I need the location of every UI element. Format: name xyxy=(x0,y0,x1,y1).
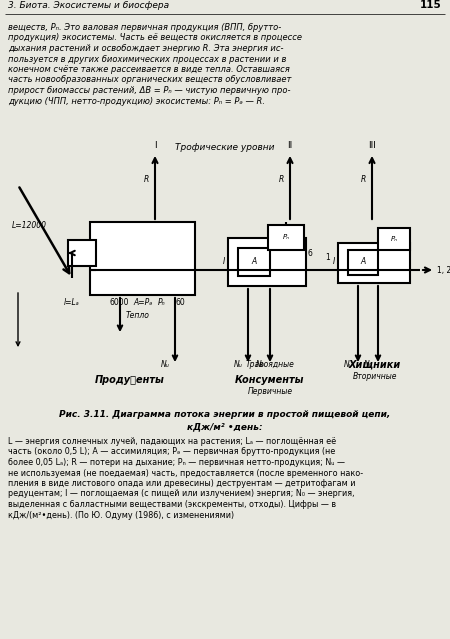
Text: A: A xyxy=(360,258,365,266)
Text: кДж/(м²•день). (По Ю. Одуму (1986), с изменениями): кДж/(м²•день). (По Ю. Одуму (1986), с из… xyxy=(8,511,234,520)
Text: R: R xyxy=(361,176,366,185)
Text: 3. Биота. Экосистемы и биосфера: 3. Биота. Экосистемы и биосфера xyxy=(8,1,169,10)
Text: R: R xyxy=(279,176,284,185)
Text: R: R xyxy=(144,176,149,185)
Text: Травоядные: Травоядные xyxy=(246,360,294,369)
Text: более 0,05 Lₐ); R — потери на дыхание; Pₙ — первичная нетто-продукция; Nᵤ —: более 0,05 Lₐ); R — потери на дыхание; P… xyxy=(8,458,345,467)
Text: Первичные: Первичные xyxy=(248,387,292,396)
Text: Консументы: Консументы xyxy=(235,375,305,385)
Bar xyxy=(68,240,96,266)
Bar xyxy=(228,238,306,286)
Text: веществ, Рₙ. Это валовая первичная продукция (ВПП, брутто-: веществ, Рₙ. Это валовая первичная проду… xyxy=(8,23,281,32)
Text: N₀: N₀ xyxy=(364,360,373,369)
Text: Продуॎенты: Продуॎенты xyxy=(95,375,165,385)
Text: 60: 60 xyxy=(176,298,186,307)
Text: 6: 6 xyxy=(308,249,313,258)
Text: Трофические уровни: Трофические уровни xyxy=(175,143,275,152)
Bar xyxy=(348,250,378,275)
Text: часть новообразованных органических веществ обусловливает: часть новообразованных органических веще… xyxy=(8,75,292,84)
Text: редуцентам; I — поглощаемая (с пищей или излучением) энергия; N₀ — энергия,: редуцентам; I — поглощаемая (с пищей или… xyxy=(8,489,355,498)
Text: пользуется в других биохимических процессах в растении и в: пользуется в других биохимических процес… xyxy=(8,54,286,63)
Text: Pₙ: Pₙ xyxy=(158,298,166,307)
Text: дыхания растений и освобождает энергию R. Эта энергия ис-: дыхания растений и освобождает энергию R… xyxy=(8,44,284,53)
Text: I: I xyxy=(154,141,156,150)
Text: L=12000: L=12000 xyxy=(12,220,47,229)
Text: L — энергия солнечных лучей, падающих на растения; Lₐ — поглощённая её: L — энергия солнечных лучей, падающих на… xyxy=(8,437,336,446)
Bar xyxy=(90,222,195,295)
Text: Вторичные: Вторичные xyxy=(353,372,397,381)
Text: 1, 2: 1, 2 xyxy=(437,265,450,275)
Text: часть (около 0,5 L); A — ассимиляция; Pₔ — первичная брутто-продукция (не: часть (около 0,5 L); A — ассимиляция; Pₔ… xyxy=(8,447,335,456)
Text: I: I xyxy=(333,258,335,266)
Text: Хищники: Хищники xyxy=(349,360,401,370)
Text: Nᵤ: Nᵤ xyxy=(161,360,170,369)
Text: A: A xyxy=(252,258,256,266)
Text: II: II xyxy=(288,141,292,150)
Text: конечном счёте также рассеивается в виде тепла. Оставшаяся: конечном счёте также рассеивается в виде… xyxy=(8,65,290,74)
Bar xyxy=(238,248,270,276)
Text: N₀: N₀ xyxy=(256,360,265,369)
Text: l=Lₐ: l=Lₐ xyxy=(64,298,80,307)
Bar xyxy=(268,225,304,250)
Text: Pₙ: Pₙ xyxy=(283,234,289,240)
Text: продукция) экосистемы. Часть её веществ окисляется в процессе: продукция) экосистемы. Часть её веществ … xyxy=(8,33,302,43)
Text: пления в виде листового опада или древесины) деструентам — детритофагам и: пления в виде листового опада или древес… xyxy=(8,479,356,488)
Text: дукцию (ЧПП, нетто-продукцию) экосистемы: Pₙ = Pₔ — R.: дукцию (ЧПП, нетто-продукцию) экосистемы… xyxy=(8,96,265,105)
Text: Pₙ: Pₙ xyxy=(391,236,397,242)
Text: прирост биомассы растений, ΔB = Pₙ — чистую первичную про-: прирост биомассы растений, ΔB = Pₙ — чис… xyxy=(8,86,291,95)
Bar xyxy=(338,243,410,283)
Text: 1: 1 xyxy=(325,254,330,263)
Bar xyxy=(378,228,410,250)
Text: выделенная с балластными веществами (экскременты, отходы). Цифры — в: выделенная с балластными веществами (экс… xyxy=(8,500,336,509)
Text: Рис. 3.11. Диаграмма потока энергии в простой пищевой цепи,: Рис. 3.11. Диаграмма потока энергии в пр… xyxy=(59,410,391,419)
Text: 6000: 6000 xyxy=(110,298,130,307)
Text: Nᵤ: Nᵤ xyxy=(344,360,353,369)
Text: I: I xyxy=(223,258,225,266)
Text: A=Pₔ: A=Pₔ xyxy=(133,298,153,307)
Text: III: III xyxy=(368,141,376,150)
Text: 115: 115 xyxy=(420,0,442,10)
Text: не используемая (не поедаемая) часть, предоставляется (после временного нако-: не используемая (не поедаемая) часть, пр… xyxy=(8,468,363,477)
Text: кДж/м² •день:: кДж/м² •день: xyxy=(187,422,263,431)
Text: Тепло: Тепло xyxy=(126,311,150,320)
Text: Nᵤ: Nᵤ xyxy=(234,360,243,369)
